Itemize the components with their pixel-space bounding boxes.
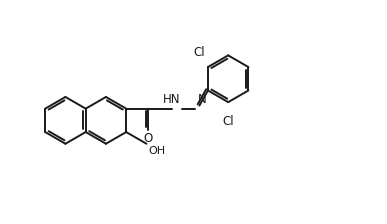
Text: HN: HN — [163, 93, 181, 106]
Text: N: N — [197, 93, 206, 106]
Text: O: O — [143, 132, 152, 146]
Text: Cl: Cl — [223, 115, 234, 128]
Text: OH: OH — [148, 146, 165, 156]
Text: Cl: Cl — [194, 46, 205, 59]
